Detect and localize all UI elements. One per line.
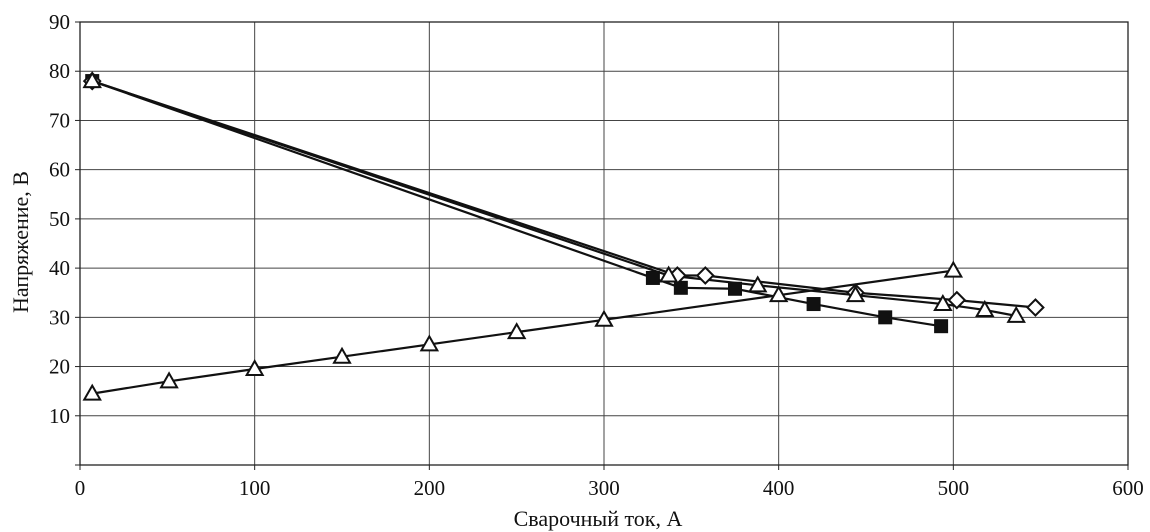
y-tick-label: 50 [49,207,70,231]
x-tick-label: 400 [763,476,795,500]
y-tick-label: 80 [49,59,70,83]
x-tick-label: 300 [588,476,620,500]
square-marker [728,281,742,296]
series-3 [91,80,1036,309]
y-tick-label: 60 [49,158,70,182]
y-tick-label: 10 [49,404,70,428]
triangle-marker [419,334,440,352]
series-1-markers [82,260,964,401]
x-axis-title: Сварочный ток, А [514,506,683,531]
y-axis-title: Напряжение, В [8,171,33,313]
triangle-marker [244,359,265,377]
x-tick-label: 200 [414,476,446,500]
triangle-marker [1006,305,1026,323]
diamond-marker [1026,298,1045,317]
triangle-marker [943,260,964,278]
y-tick-label: 40 [49,256,70,280]
x-tick-label: 100 [239,476,271,500]
series-line [91,80,1036,309]
square-marker [934,319,949,334]
diamond-marker [947,290,967,310]
triangle-marker [506,322,527,340]
triangle-marker [768,285,789,303]
y-tick-label: 70 [49,108,70,132]
square-marker [806,297,821,312]
grid [75,21,1129,470]
y-tick-label: 90 [49,10,70,34]
triangle-marker [594,309,614,327]
triangle-marker [332,346,352,364]
y-tick-label: 20 [49,355,70,379]
square-marker [878,310,893,325]
series-2-markers [85,74,949,334]
triangle-marker [159,371,179,389]
triangle-marker [845,285,866,303]
x-tick-label: 0 [75,476,86,500]
series-4-markers [82,71,1026,323]
series-group [82,71,1045,401]
y-tick-label: 30 [49,305,70,329]
triangle-marker [933,294,953,312]
triangle-marker [658,265,679,283]
x-tick-label: 600 [1112,476,1144,500]
square-marker [645,270,660,285]
triangle-marker [82,71,102,89]
diamond-marker [695,266,715,285]
triangle-marker [82,383,102,401]
triangle-marker [975,299,995,317]
x-tick-label: 500 [938,476,970,500]
tick-labels: 10 20 30 40 50 60 70 80 90 0 100 200 300 400 500 600 [49,10,1144,500]
triangle-marker [747,275,768,293]
